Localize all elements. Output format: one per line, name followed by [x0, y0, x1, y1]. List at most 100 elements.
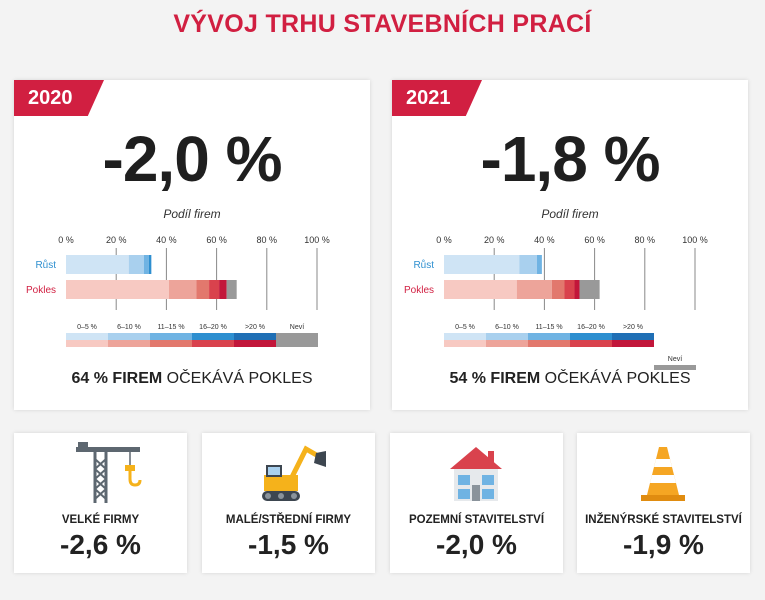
bar-segment [219, 280, 227, 299]
x-tick-label: 60 % [584, 235, 605, 245]
x-tick-label: 100 % [682, 235, 708, 245]
bar-segment [196, 280, 210, 299]
x-tick-label: 20 % [484, 235, 505, 245]
x-tick-label: 80 % [635, 235, 656, 245]
legend-swatch-growth [192, 333, 234, 340]
headline-value: -2,0 % [102, 123, 283, 195]
bar-segment [66, 280, 169, 299]
legend-swatch-decline [234, 340, 276, 347]
legend-label: >20 % [245, 324, 265, 331]
legend-swatch-decline [612, 340, 654, 347]
legend-label: 16–20 % [577, 324, 605, 331]
x-tick-label: 0 % [436, 235, 452, 245]
bar-segment [168, 280, 197, 299]
legend-swatch-growth [444, 333, 486, 340]
year-card-2020: 2020 -2,0 % Podíl firem 0 % 20 % 40 % 60 % 80… [14, 80, 370, 410]
legend-swatch-growth [150, 333, 192, 340]
crane-icon [76, 442, 142, 503]
legend-label: 6–10 % [495, 324, 519, 331]
legend-swatch-decline [486, 340, 528, 347]
legend-swatch-decline [444, 340, 486, 347]
segment-card-civil-engineering: INŽENÝRSKÉ STAVITELSTVÍ -1,9 % [577, 433, 750, 573]
segment-label: INŽENÝRSKÉ STAVITELSTVÍ [585, 514, 742, 526]
excavator-icon [262, 445, 326, 501]
category-label: Pokles [26, 285, 56, 296]
headline-value: -1,8 % [480, 123, 661, 195]
legend-swatch-growth [486, 333, 528, 340]
x-tick-label: 40 % [534, 235, 555, 245]
category-label: Růst [413, 259, 434, 271]
summary-bold: 64 % FIREM [71, 370, 163, 387]
bar-segment [226, 280, 237, 299]
bar-segment [209, 280, 220, 299]
x-tick-label: 40 % [156, 235, 177, 245]
legend-swatch-decline [108, 340, 150, 347]
summary-text: 54 % FIREM OČEKÁVÁ POKLES [392, 370, 748, 388]
legend-label: >20 % [623, 324, 643, 331]
chart-title: Podíl firem [163, 207, 220, 221]
legend-swatch-decline [150, 340, 192, 347]
legend-swatch-growth [612, 333, 654, 340]
bar-segment [66, 255, 129, 274]
segment-label: POZEMNÍ STAVITELSTVÍ [408, 514, 545, 526]
bar-segment [579, 280, 600, 299]
bar-segment [148, 255, 152, 274]
summary-rest: OČEKÁVÁ POKLES [162, 370, 313, 387]
legend-swatch-decline [66, 340, 108, 347]
segment-value: -1,9 % [623, 529, 704, 560]
summary-text: 64 % FIREM OČEKÁVÁ POKLES [14, 370, 370, 388]
bar-segment [551, 280, 565, 299]
x-tick-label: 100 % [304, 235, 330, 245]
segment-card-building-construction: POZEMNÍ STAVITELSTVÍ -2,0 % [390, 433, 563, 573]
bar-segment [574, 280, 580, 299]
legend-swatch-growth [528, 333, 570, 340]
segment-label: VELKÉ FIRMY [61, 514, 140, 526]
year-badge: 2020 [14, 80, 104, 116]
summary-bold: 54 % FIREM [449, 370, 541, 387]
bar-segment [128, 255, 144, 274]
legend-swatch-decline [570, 340, 612, 347]
legend-label-unknown: Neví [290, 324, 304, 331]
year-card-2021: 2021 -1,8 % Podíl firem 0 % 20 % 40 % 60 % 80… [392, 80, 748, 410]
legend-label: 6–10 % [117, 324, 141, 331]
legend-swatch-growth [108, 333, 150, 340]
x-tick-label: 80 % [257, 235, 278, 245]
legend-label-unknown: Neví [668, 356, 682, 363]
segment-card-small-medium-firms: MALÉ/STŘEDNÍ FIRMY -1,5 % [202, 433, 375, 573]
chart-title: Podíl firem [541, 207, 598, 221]
bar-segment [444, 280, 517, 299]
share-chart: Podíl firem 0 % 20 % 40 % 60 % 80 % 100 % Růst P… [26, 207, 330, 347]
bar-segment [519, 255, 537, 274]
legend-swatch-unknown [654, 365, 696, 370]
legend-label: 0–5 % [455, 324, 475, 331]
legend-swatch-growth [570, 333, 612, 340]
legend-swatch-unknown [276, 333, 318, 347]
legend-label: 16–20 % [199, 324, 227, 331]
x-tick-label: 0 % [58, 235, 74, 245]
x-tick-label: 60 % [206, 235, 227, 245]
bar-segment [444, 255, 520, 274]
legend-label: 0–5 % [77, 324, 97, 331]
category-label: Růst [35, 259, 56, 271]
x-tick-label: 20 % [106, 235, 127, 245]
segment-card-large-firms: VELKÉ FIRMY -2,6 % [14, 433, 187, 573]
year-badge: 2021 [392, 80, 482, 116]
legend-swatch-growth [66, 333, 108, 340]
category-label: Pokles [404, 285, 434, 296]
legend-swatch-decline [528, 340, 570, 347]
legend-swatch-growth [234, 333, 276, 340]
segment-label: MALÉ/STŘEDNÍ FIRMY [225, 514, 352, 526]
segment-value: -1,5 % [248, 529, 329, 560]
bar-segment [564, 280, 575, 299]
bar-segment [516, 280, 552, 299]
house-icon [450, 447, 502, 501]
legend-label: 11–15 % [535, 324, 562, 331]
segment-value: -2,6 % [60, 529, 141, 560]
page-title: VÝVOJ TRHU STAVEBNÍCH PRACÍ [173, 10, 592, 38]
share-chart: Podíl firem 0 % 20 % 40 % 60 % 80 % 100 % Růst P… [404, 207, 708, 370]
segment-value: -2,0 % [436, 529, 517, 560]
legend-label: 11–15 % [157, 324, 184, 331]
summary-rest: OČEKÁVÁ POKLES [540, 370, 691, 387]
legend-swatch-decline [192, 340, 234, 347]
bar-segment [143, 255, 149, 274]
